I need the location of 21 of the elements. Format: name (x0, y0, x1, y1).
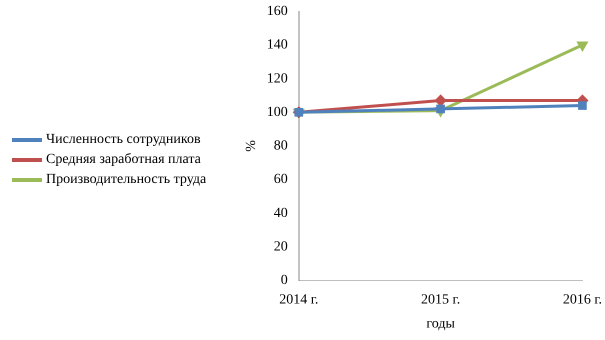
y-tick-label: 120 (266, 71, 288, 86)
point (436, 104, 445, 114)
y-tick-label: 140 (266, 38, 288, 53)
x-tick-label: 2015 г. (421, 292, 460, 308)
point (577, 42, 588, 51)
x-axis-title: годы (426, 316, 456, 332)
point (578, 101, 587, 110)
y-tick-label: 100 (266, 104, 288, 120)
legend-label: Производительность труда (46, 171, 208, 189)
point (435, 95, 446, 106)
y-tick-label: 160 (266, 4, 288, 20)
y-tick-label: 40 (274, 206, 288, 221)
legend-label: Численность сотрудников (46, 131, 202, 149)
x-tick-label: 2016 г. (562, 292, 602, 308)
y-tick-label: 80 (274, 138, 288, 154)
legend-label: Средняя заработная плата (46, 151, 202, 169)
y-tick-label: 20 (274, 239, 288, 254)
y-axis-title: % (244, 140, 260, 152)
x-tick-label: 2014 г. (279, 292, 318, 308)
y-tick-label: 60 (274, 172, 288, 188)
y-tick-label: 0 (280, 273, 288, 288)
